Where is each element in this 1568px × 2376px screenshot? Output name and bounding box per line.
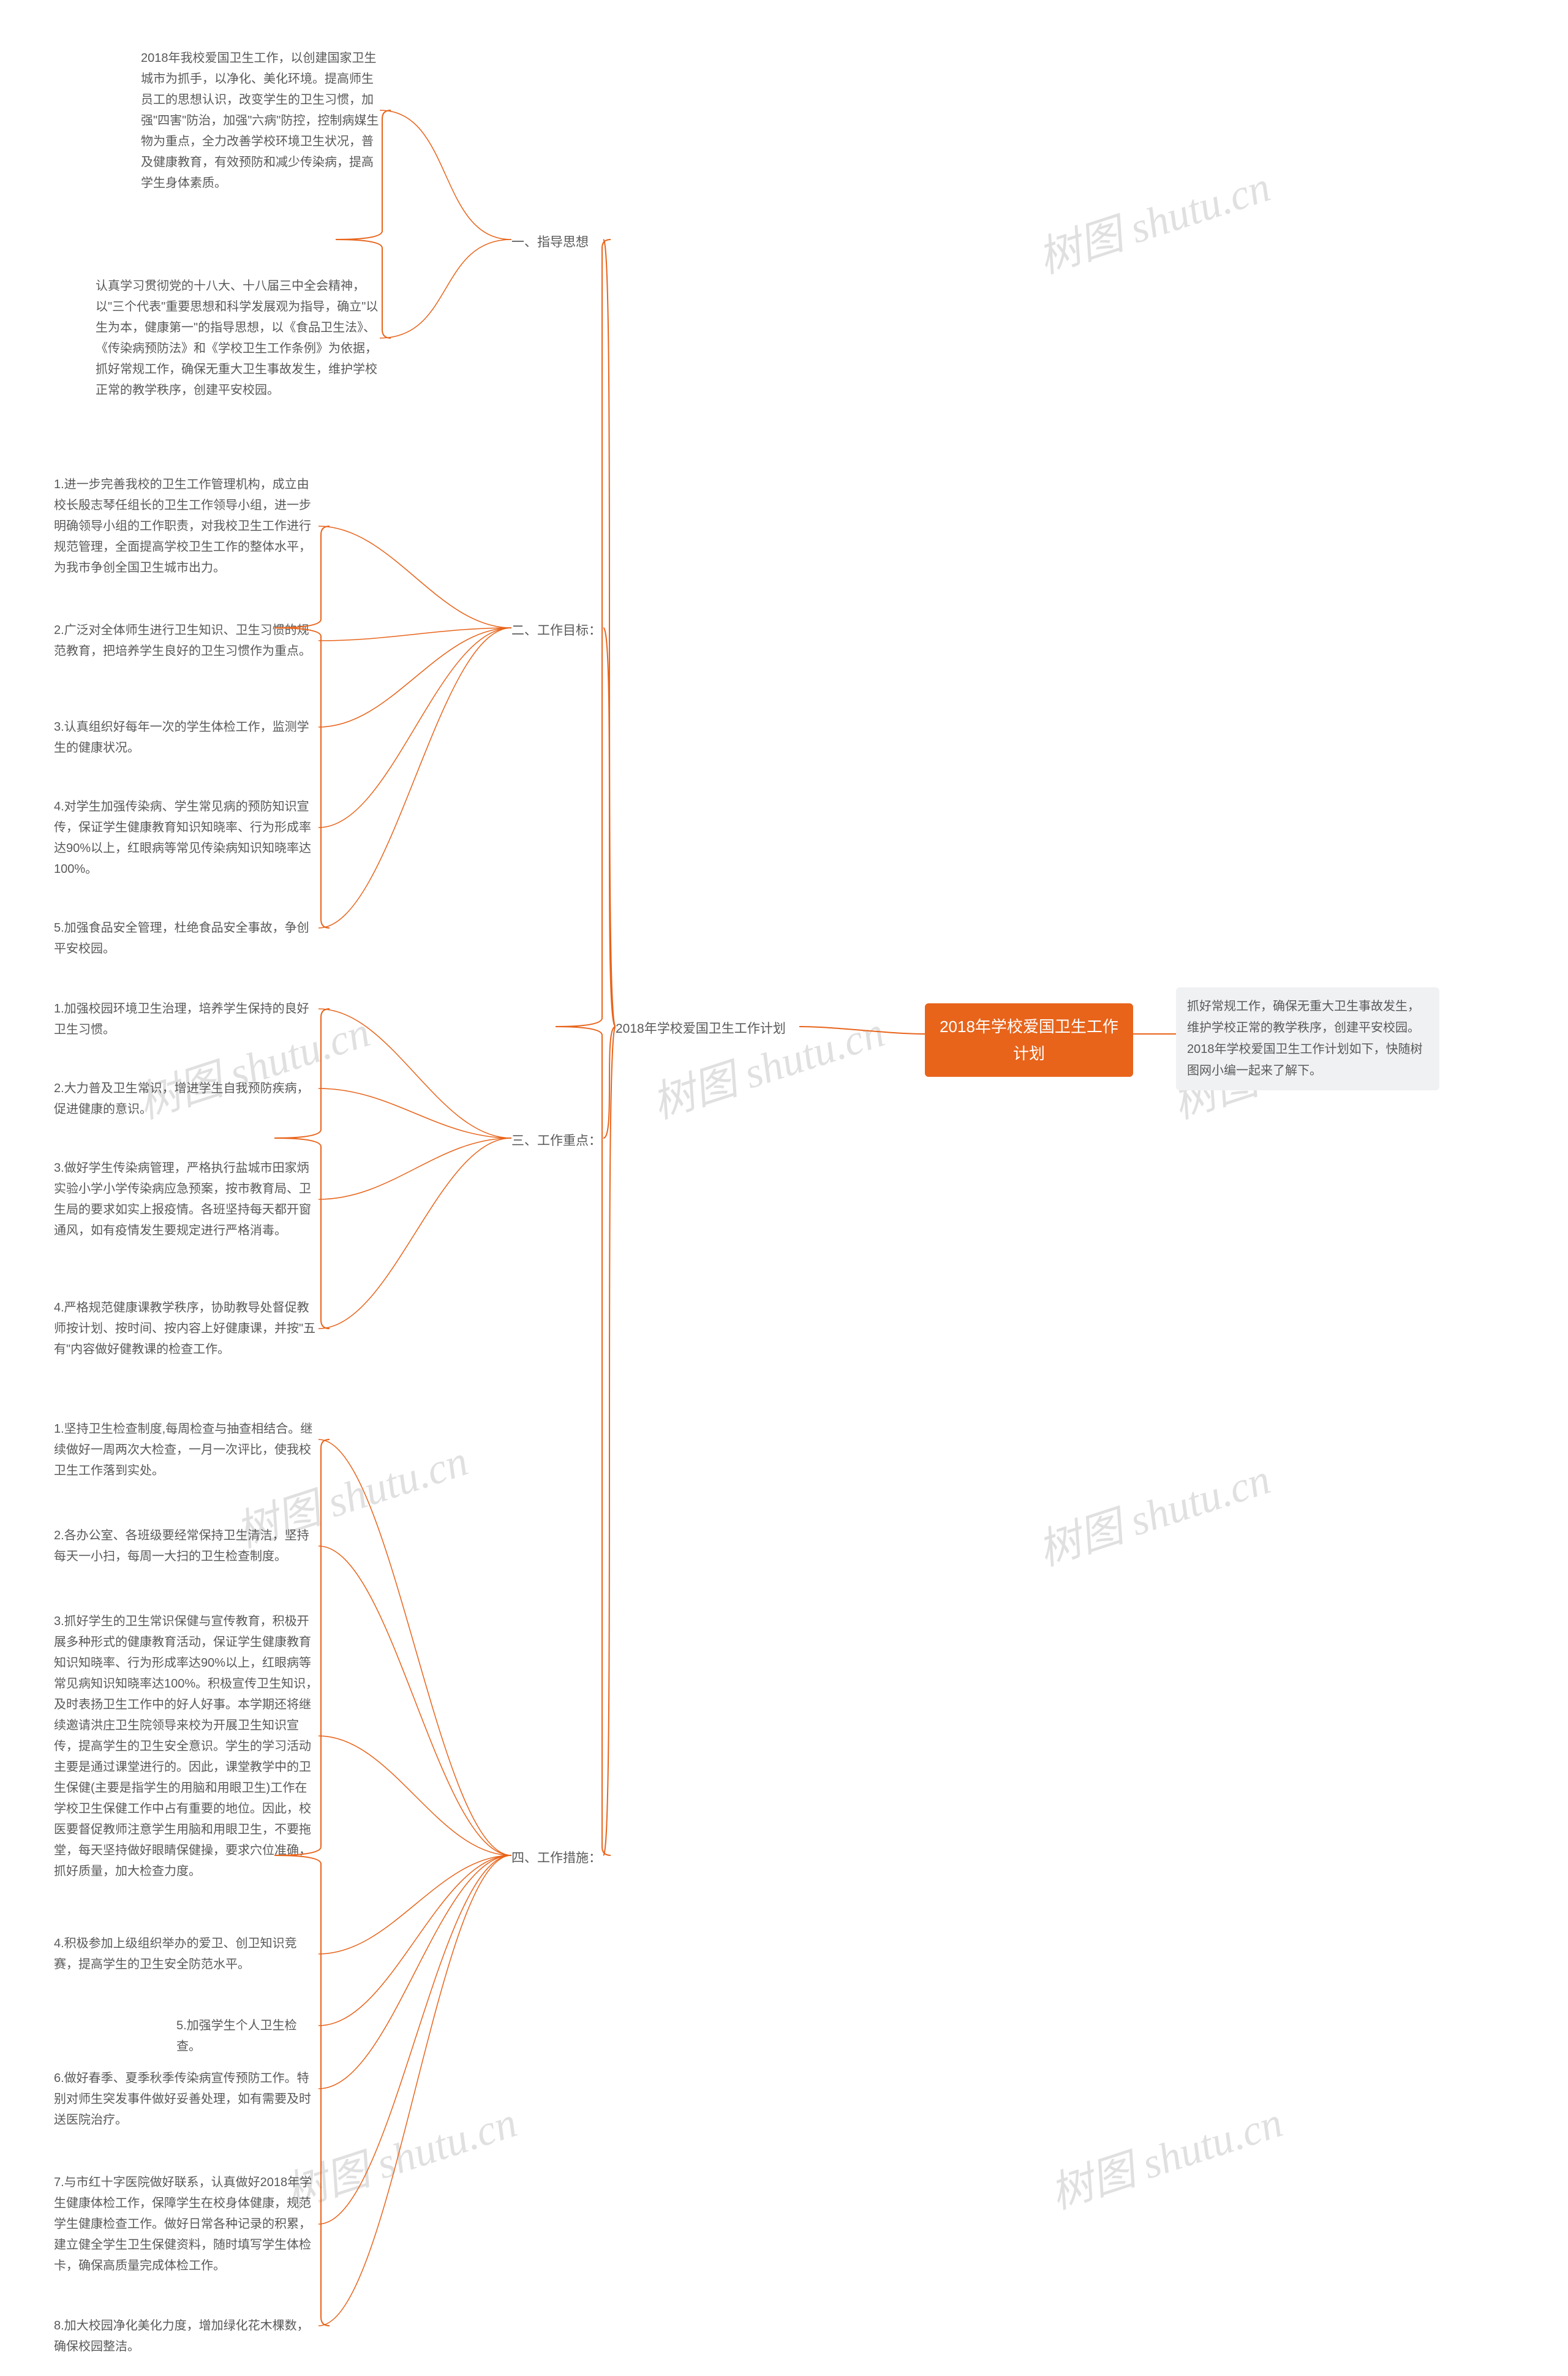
leaf-s4-6: 7.与市红十字医院做好联系，认真做好2018年学生健康体检工作，保障学生在校身体… (54, 2172, 318, 2276)
left-trunk-label: 2018年学校爱国卫生工作计划 (616, 1018, 786, 1040)
leaf-s4-2: 3.抓好学生的卫生常识保健与宣传教育，积极开展多种形式的健康教育活动，保证学生健… (54, 1611, 318, 1882)
leaf-s3-1: 2.大力普及卫生常识，增进学生自我预防疾病，促进健康的意识。 (54, 1078, 318, 1120)
root-title-l2: 计划 (1013, 1044, 1045, 1063)
connector (799, 1027, 925, 1034)
leaf-s3-0: 1.加强校园环境卫生治理，培养学生保持的良好卫生习惯。 (54, 998, 318, 1040)
leaf-s4-1: 2.各办公室、各班级要经常保持卫生清洁，坚持每天一小扫，每周一大扫的卫生检查制度… (54, 1525, 318, 1567)
summary-node: 抓好常规工作，确保无重大卫生事故发生，维护学校正常的教学秩序，创建平安校园。20… (1176, 987, 1439, 1090)
section-label-s2: 二、工作目标： (511, 620, 601, 642)
connector (318, 1736, 511, 1855)
leaf-s2-3: 4.对学生加强传染病、学生常见病的预防知识宣传，保证学生健康教育知识知晓率、行为… (54, 796, 318, 880)
watermark: 树图 shutu.cn (1029, 153, 1277, 285)
connector (603, 1027, 616, 1855)
connector (318, 1855, 511, 2224)
connector (318, 526, 511, 628)
connector (318, 628, 511, 928)
connector (318, 1855, 511, 2089)
leaf-s4-4: 5.加强学生个人卫生检查。 (176, 2015, 318, 2057)
connector (318, 628, 511, 828)
connector (318, 628, 511, 727)
connector (318, 1439, 511, 1855)
connector (318, 1138, 511, 1199)
connector (603, 1027, 616, 1138)
mindmap-canvas: 树图 shutu.cn树图 shutu.cn树图 shutu.cn树图 shut… (0, 0, 1568, 2376)
root-title-l1: 2018年学校爱国卫生工作 (940, 1017, 1118, 1036)
section-label-s1: 一、指导思想 (511, 232, 589, 254)
leaf-s2-4: 5.加强食品安全管理，杜绝食品安全事故，争创平安校园。 (54, 918, 318, 959)
leaf-s4-5: 6.做好春季、夏季秋季传染病宣传预防工作。特别对师生突发事件做好妥善处理，如有需… (54, 2068, 318, 2130)
connector (318, 1138, 511, 1329)
connector (603, 628, 616, 1027)
connector (380, 239, 511, 338)
leaf-s3-3: 4.严格规范健康课教学秩序，协助教导处督促教师按计划、按时间、按内容上好健康课，… (54, 1297, 318, 1360)
leaf-s2-2: 3.认真组织好每年一次的学生体检工作，监测学生的健康状况。 (54, 717, 318, 758)
leaf-s4-3: 4.积极参加上级组织举办的爱卫、创卫知识竞赛，提高学生的卫生安全防范水平。 (54, 1933, 318, 1975)
leaf-s1-0: 2018年我校爱国卫生工作，以创建国家卫生城市为抓手，以净化、美化环境。提高师生… (141, 48, 380, 194)
connector (318, 1009, 511, 1138)
connector (318, 1855, 511, 1954)
connector (603, 239, 616, 1027)
leaf-s4-0: 1.坚持卫生检查制度,每周检查与抽查相结合。继续做好一周两次大检查，一月一次评比… (54, 1419, 318, 1481)
leaf-s1-1: 认真学习贯彻党的十八大、十八届三中全会精神，以"三个代表"重要思想和科学发展观为… (96, 276, 380, 401)
connector (380, 110, 511, 239)
leaf-s3-2: 3.做好学生传染病管理，严格执行盐城市田家炳实验小学小学传染病应急预案，按市教育… (54, 1158, 318, 1241)
leaf-s2-0: 1.进一步完善我校的卫生工作管理机构，成立由校长殷志琴任组长的卫生工作领导小组，… (54, 474, 318, 578)
connector (318, 1855, 511, 2026)
section-label-s3: 三、工作重点： (511, 1130, 601, 1152)
leaf-s2-1: 2.广泛对全体师生进行卫生知识、卫生习惯的规范教育，把培养学生良好的卫生习惯作为… (54, 620, 318, 662)
section-label-s4: 四、工作措施： (511, 1847, 601, 1869)
leaf-s4-7: 8.加大校园净化美化力度，增加绿化花木棵数，确保校园整洁。 (54, 2315, 318, 2357)
watermark: 树图 shutu.cn (1029, 1445, 1277, 1578)
connector (556, 239, 611, 1855)
connector (318, 1546, 511, 1855)
watermark: 树图 shutu.cn (1041, 2088, 1289, 2221)
connector (318, 628, 511, 641)
root-node: 2018年学校爱国卫生工作计划 (925, 1003, 1133, 1077)
connector (318, 1088, 511, 1138)
connector (318, 1855, 511, 2326)
